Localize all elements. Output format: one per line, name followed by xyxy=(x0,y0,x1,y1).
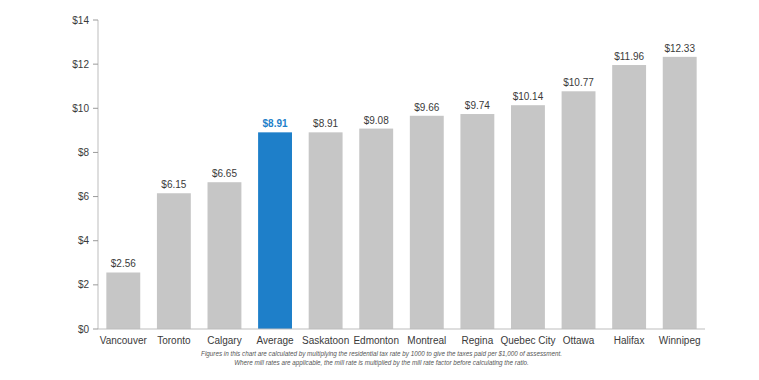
chart: $0$2$4$6$8$10$12$14$2.56$6.15$6.65$8.91$… xyxy=(0,0,759,380)
data-label: $6.65 xyxy=(212,168,237,179)
bar xyxy=(460,114,494,329)
y-tick xyxy=(93,196,98,197)
category-label: Halifax xyxy=(614,335,645,346)
bar xyxy=(309,132,343,329)
data-label: $10.77 xyxy=(563,77,594,88)
data-label: $12.33 xyxy=(664,43,695,54)
bar xyxy=(258,132,292,329)
data-label: $9.66 xyxy=(414,102,439,113)
category-label: Average xyxy=(257,335,295,346)
y-tick-label: $4 xyxy=(78,235,90,246)
footnote: Where mill rates are applicable, the mil… xyxy=(234,359,529,367)
y-tick-label: $0 xyxy=(78,324,90,335)
y-tick-label: $2 xyxy=(78,279,90,290)
data-label: $9.74 xyxy=(465,100,490,111)
y-tick-label: $6 xyxy=(78,191,90,202)
category-label: Vancouver xyxy=(100,335,148,346)
category-label: Edmonton xyxy=(353,335,399,346)
data-label: $10.14 xyxy=(513,91,544,102)
category-label: Quebec City xyxy=(500,335,555,346)
data-label: $11.96 xyxy=(614,51,644,62)
y-tick xyxy=(93,20,98,21)
y-tick-label: $10 xyxy=(72,103,89,114)
bar xyxy=(511,105,545,329)
bar xyxy=(410,116,444,329)
bar xyxy=(562,91,596,329)
category-label: Toronto xyxy=(157,335,191,346)
bar xyxy=(612,65,646,329)
y-tick xyxy=(93,240,98,241)
data-label: $8.91 xyxy=(313,118,338,129)
category-label: Regina xyxy=(462,335,494,346)
y-tick xyxy=(93,64,98,65)
labels: $2.56 $6.15 $6.65 $8.91 $8.91 $9.08 $9.66 $9.74… xyxy=(111,43,696,270)
category-label: Montreal xyxy=(407,335,446,346)
data-label: $2.56 xyxy=(111,258,136,269)
y-tick-label: $8 xyxy=(78,147,90,158)
bar xyxy=(106,272,140,329)
category-label: Winnipeg xyxy=(659,335,701,346)
bars xyxy=(106,57,696,329)
bar xyxy=(359,129,393,329)
category-label: Ottawa xyxy=(563,335,595,346)
category-label: Calgary xyxy=(207,335,241,346)
y-tick-label: $12 xyxy=(72,59,89,70)
bar xyxy=(157,193,191,329)
y-tick xyxy=(93,152,98,153)
y-tick xyxy=(93,329,98,330)
category-label: Saskatoon xyxy=(302,335,349,346)
data-label: $6.15 xyxy=(161,179,186,190)
footnote: Figures in this chart are calculated by … xyxy=(201,350,562,358)
y-tick xyxy=(93,284,98,285)
x-axis-line xyxy=(98,329,705,330)
data-label: $9.08 xyxy=(364,115,389,126)
bar xyxy=(663,57,697,329)
y-tick xyxy=(93,108,98,109)
y-axis-line xyxy=(98,20,99,329)
y-tick-label: $14 xyxy=(72,15,89,26)
bar xyxy=(208,182,242,329)
data-label: $8.91 xyxy=(263,118,288,129)
